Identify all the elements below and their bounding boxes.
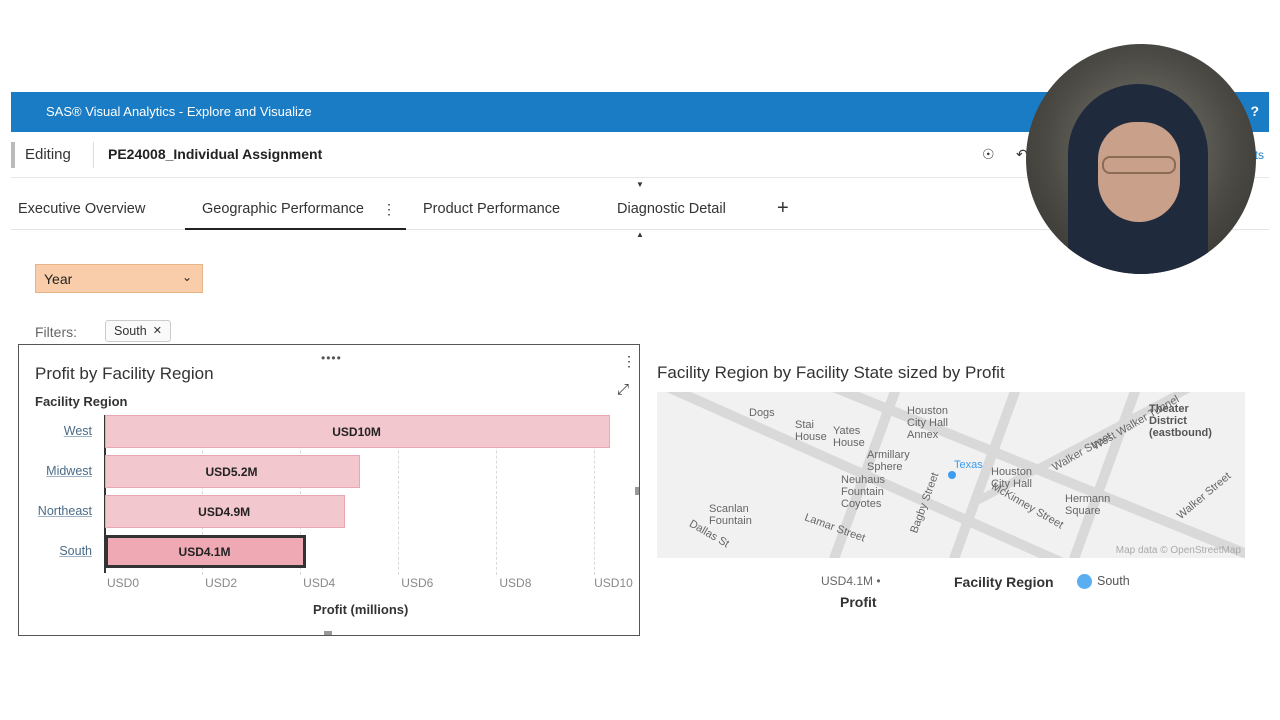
- active-tab-indicator: [185, 228, 406, 230]
- filter-chip-south[interactable]: South ✕: [105, 320, 171, 342]
- map-label: Yates House: [833, 425, 865, 449]
- report-name: PE24008_Individual Assignment: [108, 146, 323, 162]
- bar-data-label: USD4.9M: [198, 504, 251, 519]
- chevron-down-icon: ⌄: [181, 270, 192, 284]
- map-label: Houston City Hall Annex: [907, 405, 948, 441]
- x-gridline: [594, 415, 596, 575]
- category-label-midwest[interactable]: Midwest: [46, 464, 92, 478]
- map-label: Walker Street: [1174, 470, 1234, 522]
- tab-geographic-performance[interactable]: Geographic Performance: [202, 201, 364, 217]
- x-tick-label: USD2: [205, 576, 238, 590]
- collapse-up-icon[interactable]: ▼: [636, 180, 644, 189]
- y-axis-line: [104, 415, 106, 573]
- tab-executive-overview[interactable]: Executive Overview: [18, 201, 146, 217]
- x-gridline: [496, 415, 498, 575]
- category-label-west[interactable]: West: [63, 424, 92, 438]
- maximize-icon[interactable]: ⤢: [617, 381, 630, 398]
- map-data-point-south[interactable]: [948, 471, 956, 479]
- x-tick-label: USD6: [401, 576, 434, 590]
- year-dropdown[interactable]: Year ⌄: [35, 264, 203, 293]
- help-icon[interactable]: ?: [1250, 103, 1259, 119]
- x-tick-label: USD0: [106, 576, 140, 590]
- map-label: Hermann Square: [1065, 493, 1111, 517]
- undo-icon[interactable]: ↶: [1016, 146, 1028, 162]
- x-gridline: [398, 415, 400, 575]
- bar-south[interactable]: [105, 535, 307, 568]
- filter-chip-label: South: [114, 324, 147, 338]
- category-label-south[interactable]: South: [59, 544, 92, 558]
- size-legend-text: USD4.1M: [821, 574, 874, 588]
- map-chart-title: Facility Region by Facility State sized …: [657, 363, 1005, 382]
- category-label-northeast[interactable]: Northeast: [37, 504, 92, 518]
- data-refresh-icon[interactable]: ☉: [982, 146, 995, 162]
- presenter-webcam: [1026, 44, 1256, 274]
- map-label: Armillary Sphere: [867, 449, 910, 473]
- bar-data-label: USD4.1M: [178, 544, 231, 559]
- legend-item-south[interactable]: South: [1097, 574, 1130, 588]
- divider: [93, 142, 94, 168]
- remove-filter-icon[interactable]: ✕: [152, 325, 162, 337]
- bar-chart-title: Profit by Facility Region: [35, 364, 214, 383]
- editing-mode-button[interactable]: Editing: [11, 142, 86, 168]
- map-label: Stai House: [795, 419, 827, 443]
- toolbar-right-link[interactable]: ts: [1254, 148, 1264, 162]
- legend-swatch-south: [1077, 574, 1092, 589]
- map-label: Houston City Hall: [991, 466, 1032, 490]
- app-title: SAS® Visual Analytics - Explore and Visu…: [46, 104, 312, 119]
- bar-northeast[interactable]: [105, 495, 346, 528]
- tab-diagnostic-detail[interactable]: Diagnostic Detail: [617, 201, 726, 217]
- bar-chart-card[interactable]: Profit by Facility Region •••• ⋮ ⤢ Facil…: [18, 344, 640, 636]
- object-menu: [615, 351, 637, 403]
- year-dropdown-label: Year: [44, 271, 73, 287]
- map-label-texas: Texas: [954, 459, 983, 471]
- tab-product-performance[interactable]: Product Performance: [423, 201, 561, 217]
- bar-data-label: USD5.2M: [205, 464, 258, 479]
- x-tick-label: USD4: [303, 576, 336, 590]
- map-label: Theater District (eastbound): [1149, 403, 1212, 439]
- resize-handle[interactable]: [324, 631, 332, 635]
- webcam-glasses: [1102, 156, 1176, 174]
- map-attribution: Map data © OpenStreetMap: [1115, 545, 1241, 556]
- map-label: Dogs: [749, 407, 775, 419]
- y-axis-title: Facility Region: [35, 394, 128, 409]
- expand-down-icon[interactable]: ▲: [636, 230, 644, 239]
- tab-options-icon[interactable]: ⋮: [382, 201, 396, 217]
- bar-data-label: USD10M: [332, 424, 381, 439]
- drag-handle-icon[interactable]: ••••: [321, 351, 342, 365]
- bar-midwest[interactable]: [105, 455, 361, 488]
- size-legend-title: Profit: [840, 594, 877, 610]
- x-tick-label: USD10: [594, 576, 633, 590]
- x-axis-title: Profit (millions): [313, 602, 409, 617]
- color-legend-title: Facility Region: [954, 574, 1054, 590]
- bar-west[interactable]: [105, 415, 611, 448]
- geo-map[interactable]: Dogs Houston City Hall Annex Stai House …: [657, 392, 1245, 558]
- x-tick-label: USD8: [499, 576, 532, 590]
- more-options-icon[interactable]: ⋮: [622, 353, 636, 369]
- page-tabs: Executive Overview Geographic Performanc…: [11, 180, 1269, 239]
- map-label: Neuhaus Fountain Coyotes: [841, 474, 886, 510]
- size-legend-value: USD4.1M •: [821, 574, 881, 588]
- filters-label: Filters:: [35, 324, 77, 340]
- resize-handle-side[interactable]: [635, 487, 639, 495]
- add-page-button[interactable]: +: [777, 197, 789, 219]
- map-label: Scanlan Fountain: [709, 503, 752, 527]
